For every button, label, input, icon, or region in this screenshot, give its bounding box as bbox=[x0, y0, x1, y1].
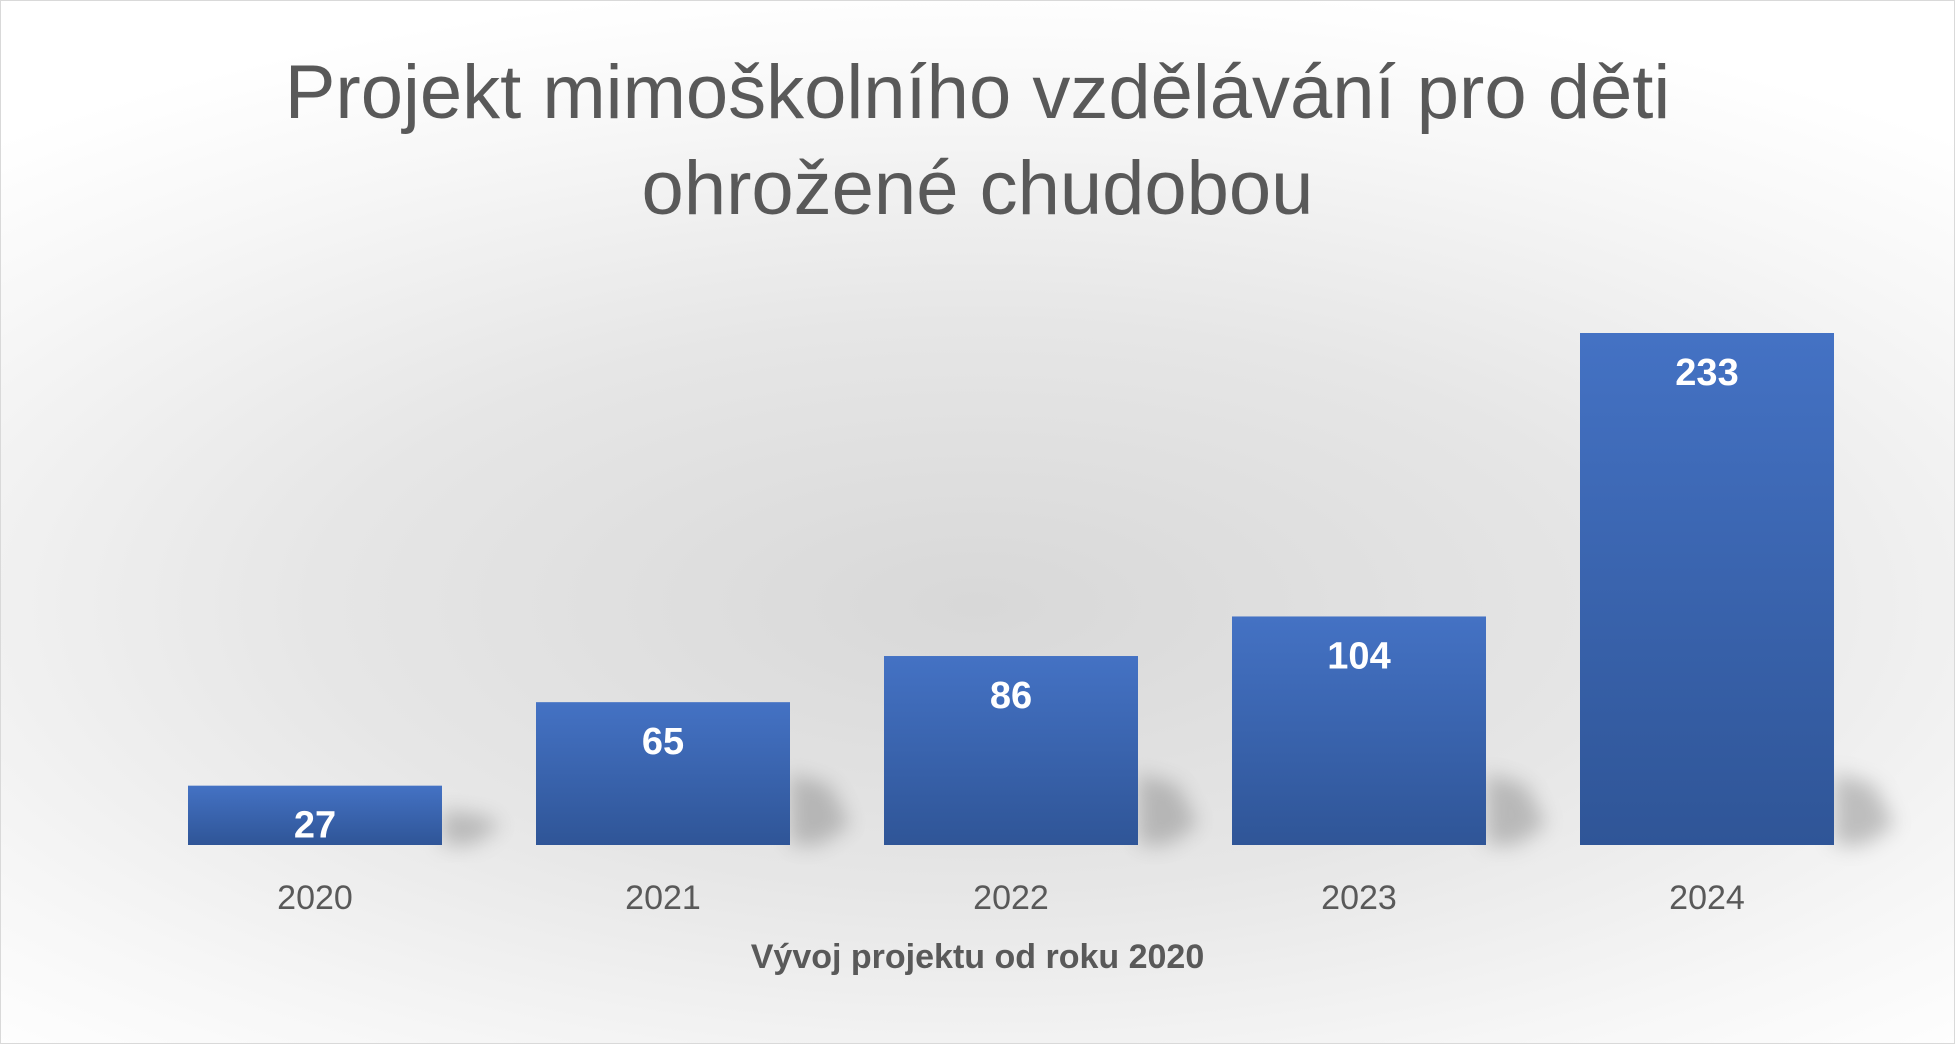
x-tick-label-2024: 2024 bbox=[1669, 879, 1745, 917]
data-label-2024: 233 bbox=[1675, 352, 1738, 394]
x-tick-label-2020: 2020 bbox=[277, 879, 353, 917]
bar-shadow bbox=[1138, 773, 1198, 845]
bar-2024 bbox=[1580, 333, 1834, 845]
x-tick-label-2022: 2022 bbox=[973, 879, 1049, 917]
data-label-2020: 27 bbox=[294, 805, 336, 847]
bar-shadow bbox=[1486, 773, 1546, 845]
x-tick-label-2021: 2021 bbox=[625, 879, 701, 917]
data-label-2023: 104 bbox=[1327, 635, 1390, 677]
bar-shadow bbox=[1834, 773, 1894, 845]
bar-2022 bbox=[884, 656, 1138, 845]
bars bbox=[188, 333, 1834, 845]
chart-title: Projekt mimoškolního vzdělávání pro děti… bbox=[1, 45, 1954, 237]
x-tick-label-2023: 2023 bbox=[1321, 879, 1397, 917]
chart-title-line-2: ohrožené chudobou bbox=[641, 146, 1314, 231]
bar-shadow bbox=[442, 809, 502, 845]
x-axis-tick-labels: 2020 2021 2022 2023 2024 bbox=[277, 879, 1745, 917]
x-axis-title: Vývoj projektu od roku 2020 bbox=[750, 938, 1205, 976]
data-label-2021: 65 bbox=[642, 721, 684, 763]
bar-shadows bbox=[442, 773, 1894, 845]
data-labels: 27 65 86 104 233 bbox=[294, 352, 1739, 847]
bar-2023 bbox=[1232, 616, 1486, 845]
bar-2021 bbox=[536, 702, 790, 845]
data-label-2022: 86 bbox=[990, 675, 1032, 717]
bar-2020 bbox=[188, 785, 442, 845]
chart-title-line-1: Projekt mimoškolního vzdělávání pro děti bbox=[284, 50, 1671, 135]
bar-shadow bbox=[790, 773, 850, 845]
